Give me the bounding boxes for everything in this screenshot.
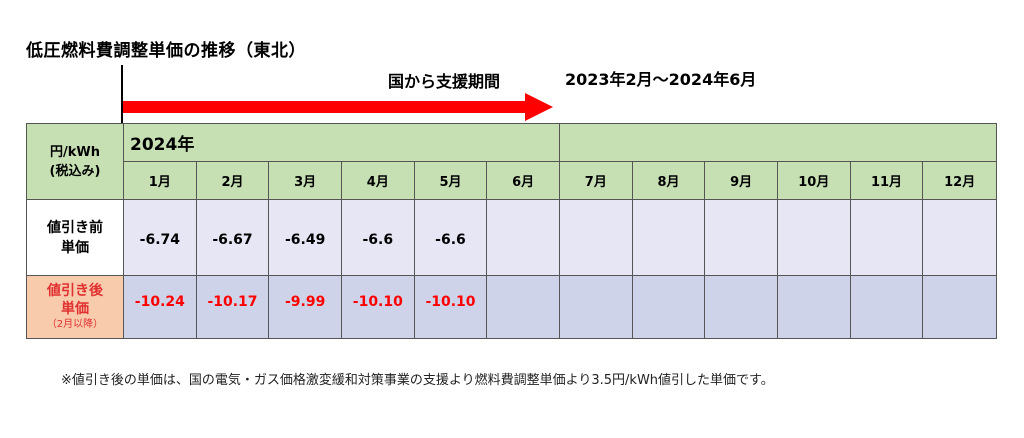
after-label-line1: 値引き後: [47, 283, 103, 299]
month-header: 7月: [559, 162, 633, 200]
unit-line: 円/kWh: [49, 144, 100, 160]
after-label-line2: 単価: [61, 301, 89, 317]
after-value-cell: [777, 276, 851, 338]
before-value-cell: -6.6: [341, 200, 415, 276]
after-value-cell: -9.99: [269, 276, 342, 338]
month-header: 3月: [269, 162, 342, 200]
month-header: 1月: [124, 162, 197, 200]
month-header: 11月: [850, 162, 924, 200]
before-value-cell: [487, 200, 560, 276]
month-header: 2月: [196, 162, 270, 200]
after-value-cell: -10.24: [124, 276, 197, 338]
before-value-cell: -6.74: [124, 200, 197, 276]
month-header: 4月: [341, 162, 415, 200]
before-label-line1: 値引き前: [47, 219, 103, 236]
month-header: 10月: [777, 162, 851, 200]
after-value-cell: -10.10: [414, 276, 488, 338]
footnote: ※値引き後の単価は、国の電気・ガス価格激変緩和対策事業の支援より燃料費調整単価よ…: [61, 373, 774, 388]
after-value-cell: [487, 276, 560, 338]
month-header: 6月: [487, 162, 560, 200]
support-period-arrow: [123, 93, 553, 121]
after-label-note: （2月以降）: [46, 319, 104, 330]
support-start-line: [121, 65, 123, 125]
month-header: 8月: [632, 162, 706, 200]
before-value-cell: [777, 200, 851, 276]
month-header: 12月: [923, 162, 996, 200]
after-value-cell: [850, 276, 924, 338]
after-value-cell: [923, 276, 996, 338]
tax-note: (税込み): [49, 163, 101, 179]
page-title: 低圧燃料費調整単価の推移（東北）: [26, 41, 306, 61]
after-value-cell: -10.17: [196, 276, 270, 338]
month-header: 9月: [705, 162, 778, 200]
after-value-cell: [705, 276, 778, 338]
price-table: 円/kWh (税込み) 2024年 値引き前 単価 値引き後 単価 （2月以降）…: [26, 123, 997, 339]
before-value-cell: [923, 200, 996, 276]
before-value-cell: -6.6: [414, 200, 488, 276]
support-period-range: 2023年2月～2024年6月: [565, 70, 757, 89]
month-header: 5月: [414, 162, 488, 200]
before-value-cell: -6.49: [269, 200, 342, 276]
after-value-cell: [559, 276, 633, 338]
before-value-cell: [705, 200, 778, 276]
before-value-cell: [559, 200, 633, 276]
before-discount-label: 値引き前 単価: [27, 200, 124, 276]
before-value-cell: [850, 200, 924, 276]
unit-header: 円/kWh (税込み): [27, 124, 124, 200]
after-discount-label: 値引き後 単価 （2月以降）: [27, 276, 124, 338]
before-value-cell: [632, 200, 706, 276]
support-period-label: 国から支援期間: [388, 72, 501, 91]
after-value-cell: -10.10: [341, 276, 415, 338]
after-value-cell: [632, 276, 706, 338]
before-value-cell: -6.67: [196, 200, 270, 276]
year-header: 2024年: [124, 124, 560, 162]
before-label-line2: 単価: [61, 239, 89, 256]
year-header-blank: [559, 124, 996, 162]
